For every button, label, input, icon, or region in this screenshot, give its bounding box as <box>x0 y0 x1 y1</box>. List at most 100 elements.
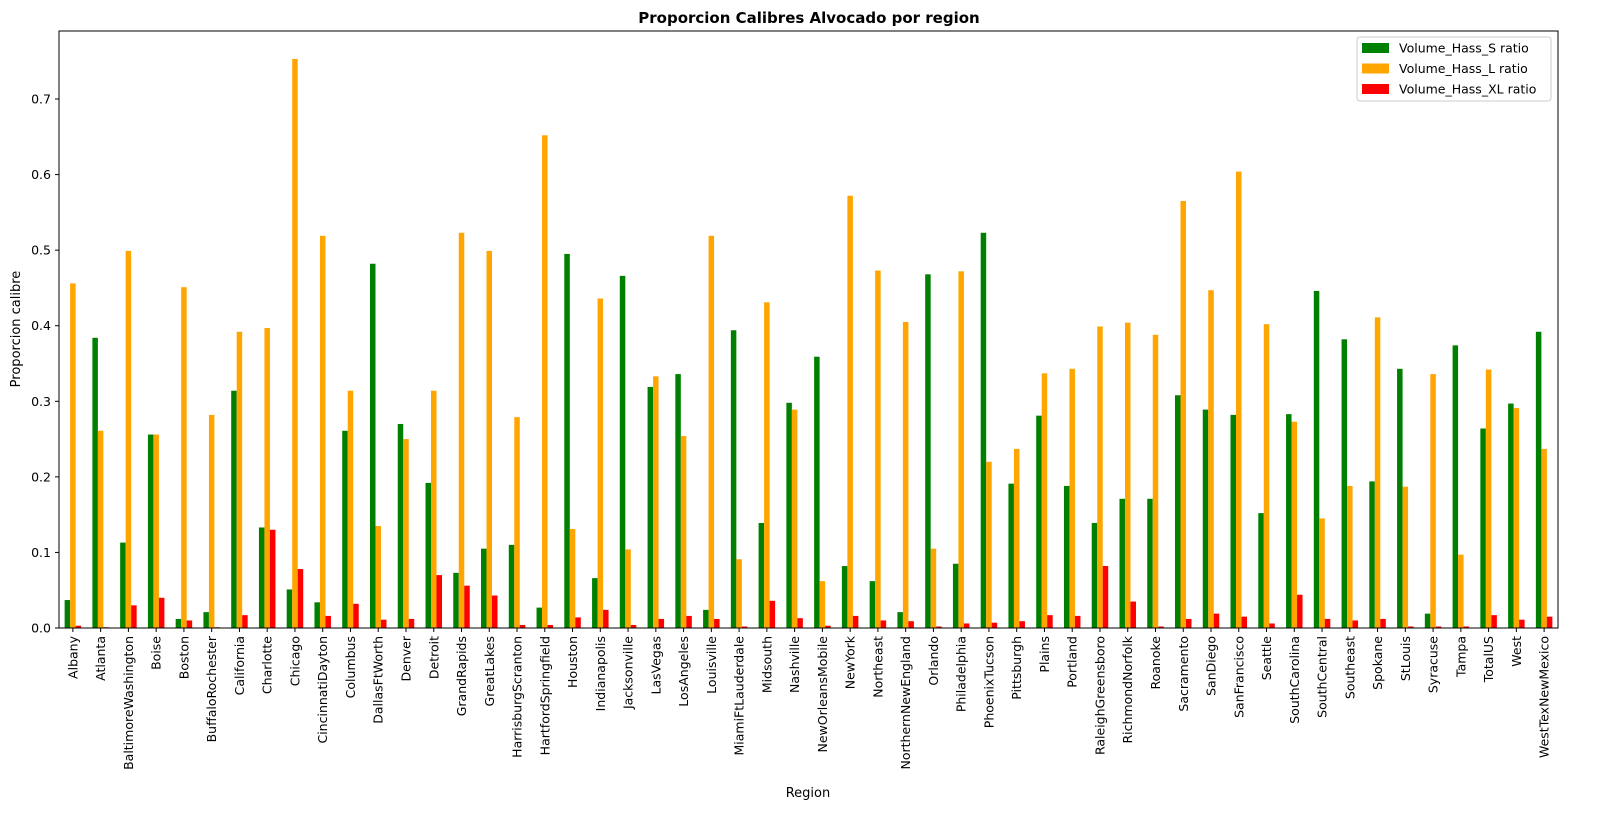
bar-s1-37 <box>1097 326 1103 628</box>
bar-s2-24 <box>741 626 748 628</box>
bar-s0-10 <box>342 430 348 628</box>
bar-s2-19 <box>603 609 609 628</box>
x-tick-label: NewOrleansMobile <box>815 636 830 753</box>
bar-s2-39 <box>1158 626 1164 628</box>
bar-s2-4 <box>186 620 193 628</box>
bar-s2-38 <box>1130 601 1136 628</box>
bar-s1-42 <box>1236 171 1242 628</box>
bar-s0-43 <box>1258 513 1264 628</box>
bar-s0-2 <box>120 542 126 628</box>
bar-s1-44 <box>1291 421 1298 628</box>
bar-s1-21 <box>653 376 659 628</box>
x-tick-label: Atlanta <box>93 636 108 681</box>
bar-s1-35 <box>1041 373 1048 628</box>
legend-swatch <box>1362 63 1389 74</box>
bar-s2-47 <box>1380 618 1386 628</box>
bar-s2-17 <box>547 624 554 628</box>
bar-s0-47 <box>1369 481 1375 628</box>
x-tick-label: Syracuse <box>1426 636 1441 693</box>
bar-s0-20 <box>619 275 626 628</box>
bar-s1-15 <box>486 250 493 628</box>
x-tick-label: BaltimoreWashington <box>121 636 136 770</box>
bar-s1-36 <box>1069 368 1075 628</box>
bar-s1-1 <box>97 430 104 628</box>
x-tick-label: BuffaloRochester <box>204 635 219 742</box>
x-tick-label: Seattle <box>1259 636 1274 681</box>
bar-s0-35 <box>1036 415 1042 628</box>
bar-s0-24 <box>730 330 737 628</box>
bar-s1-46 <box>1347 485 1353 628</box>
bar-s2-50 <box>1463 626 1470 628</box>
bar-s1-40 <box>1180 201 1186 628</box>
bar-s1-28 <box>847 195 853 629</box>
x-axis: Albany Atlanta BaltimoreWashington Boise Bos… <box>65 628 1552 770</box>
x-tick-label: Jacksonville <box>621 636 636 710</box>
bar-s0-23 <box>703 609 709 628</box>
x-tick-label: Pittsburgh <box>1009 636 1024 700</box>
bar-s0-44 <box>1286 414 1292 628</box>
bar-s1-8 <box>292 58 298 628</box>
bar-s0-6 <box>231 390 237 628</box>
bar-s0-13 <box>425 482 431 628</box>
bar-s0-0 <box>64 600 71 628</box>
x-tick-label: Detroit <box>426 636 441 679</box>
y-tick-label: 0.7 <box>31 92 51 107</box>
x-tick-label: SanFrancisco <box>1231 636 1246 718</box>
legend-label: Volume_Hass_XL ratio <box>1399 82 1536 97</box>
bar-s2-35 <box>1047 615 1053 628</box>
bar-s2-11 <box>380 619 387 628</box>
bar-s0-34 <box>1008 483 1014 628</box>
bar-s0-29 <box>869 581 876 628</box>
x-tick-label: Louisville <box>704 636 719 694</box>
bar-s1-7 <box>264 327 270 628</box>
bar-s0-39 <box>1147 498 1153 628</box>
bar-s1-41 <box>1208 290 1214 628</box>
bar-s2-32 <box>963 623 970 628</box>
x-tick-label: Columbus <box>343 636 358 698</box>
bar-s2-48 <box>1408 626 1414 628</box>
bar-s0-32 <box>952 563 959 628</box>
bar-s0-31 <box>925 274 931 628</box>
bar-s2-27 <box>825 625 831 628</box>
x-tick-label: RaleighGreensboro <box>1092 636 1107 755</box>
bar-s0-11 <box>369 263 376 628</box>
bar-s2-53 <box>1546 616 1553 628</box>
x-tick-label: WestTexNewMexico <box>1537 636 1552 758</box>
bar-s2-30 <box>908 621 914 628</box>
bar-s0-21 <box>647 386 654 628</box>
bar-s1-6 <box>236 331 243 628</box>
bar-s2-22 <box>686 615 692 628</box>
bar-s1-38 <box>1124 322 1131 628</box>
bar-s2-13 <box>436 575 442 628</box>
bar-s1-27 <box>819 581 826 628</box>
bar-s1-17 <box>542 135 548 629</box>
bar-s2-45 <box>1324 618 1331 628</box>
bar-s1-11 <box>375 525 381 628</box>
chart-title: Proporcion Calibres Alvocado por region <box>638 9 979 27</box>
legend-label: Volume_Hass_L ratio <box>1399 61 1528 76</box>
bar-s2-14 <box>464 585 470 628</box>
bar-s0-41 <box>1202 409 1209 628</box>
bar-s1-16 <box>514 417 520 628</box>
bar-s2-29 <box>880 620 887 628</box>
bar-s0-27 <box>814 356 820 628</box>
y-tick-label: 0.4 <box>31 318 51 333</box>
y-axis: 0.0 0.1 0.2 0.3 0.4 0.5 0.6 0.7 <box>31 92 59 636</box>
x-tick-label: NorthernNewEngland <box>898 636 913 770</box>
bar-s1-23 <box>708 235 715 629</box>
bar-s0-42 <box>1230 414 1237 628</box>
bar-s2-10 <box>353 603 359 628</box>
x-tick-label: Charlotte <box>260 636 275 694</box>
bar-s1-43 <box>1263 324 1270 628</box>
bar-s2-16 <box>519 624 526 628</box>
bar-s0-3 <box>147 434 154 628</box>
bar-s0-18 <box>564 253 570 628</box>
bar-s0-45 <box>1313 290 1320 628</box>
bar-s1-20 <box>625 549 631 628</box>
y-tick-label: 0.6 <box>31 167 51 182</box>
x-tick-label: GrandRapids <box>454 636 469 716</box>
x-tick-label: SouthCentral <box>1315 636 1330 718</box>
bar-s2-20 <box>630 624 637 628</box>
bar-s1-9 <box>319 235 326 629</box>
y-tick-label: 0.0 <box>31 621 51 636</box>
